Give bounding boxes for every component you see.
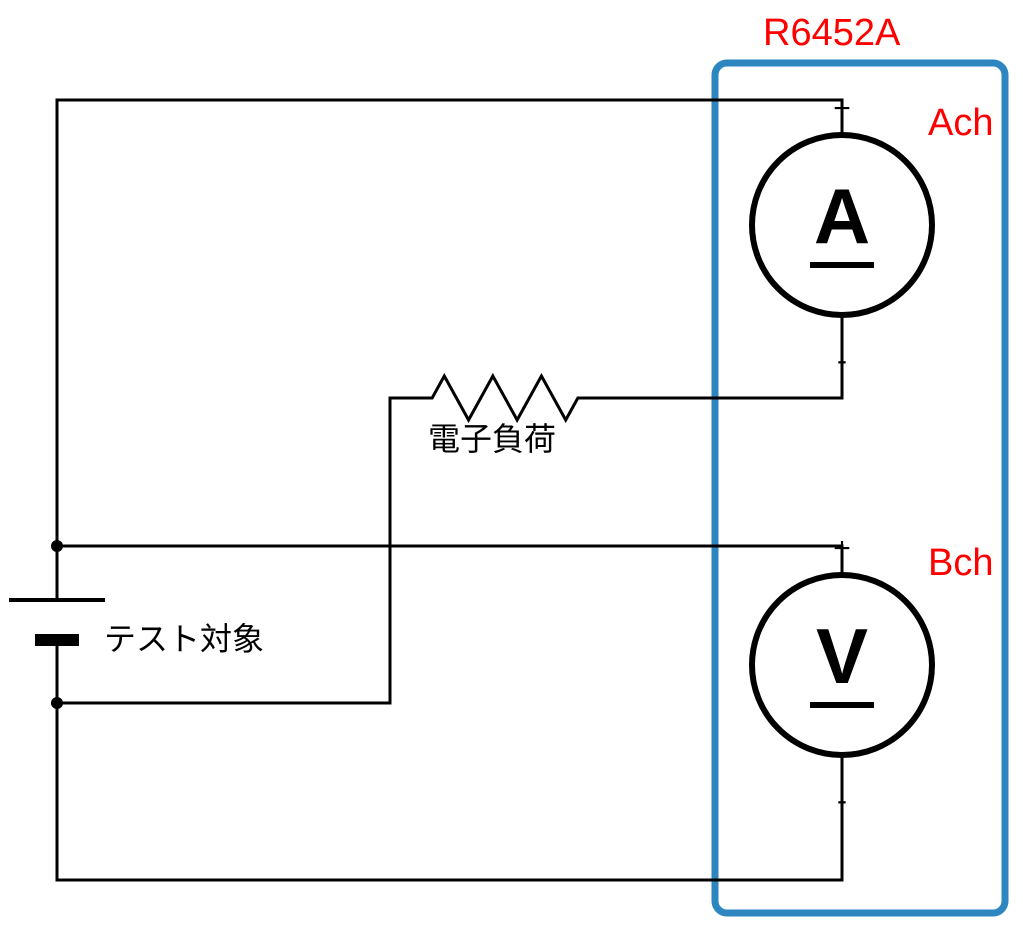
- ammeter-minus-sign: -: [837, 344, 847, 377]
- wire-voltmeter-plus: [57, 546, 842, 575]
- voltmeter-plus-sign: +: [833, 532, 851, 565]
- ammeter-meter-letter: A: [814, 172, 870, 260]
- wire-voltmeter-minus: [57, 703, 842, 880]
- bch-label: Bch: [928, 542, 993, 584]
- load-label: 電子負荷: [428, 421, 556, 457]
- device-label: R6452A: [763, 12, 901, 54]
- dut-label: テスト対象: [104, 621, 264, 657]
- wire-top-rail: [57, 100, 842, 546]
- resistor-zigzag: [420, 376, 590, 420]
- voltmeter-minus-sign: -: [837, 784, 847, 817]
- wire-resistor-to-battery-neg: [57, 398, 420, 703]
- ammeter-plus-sign: +: [833, 92, 851, 125]
- junction-node-1: [51, 697, 63, 709]
- voltmeter-meter-letter: V: [816, 612, 868, 700]
- ach-label: Ach: [928, 102, 993, 144]
- junction-node-0: [51, 540, 63, 552]
